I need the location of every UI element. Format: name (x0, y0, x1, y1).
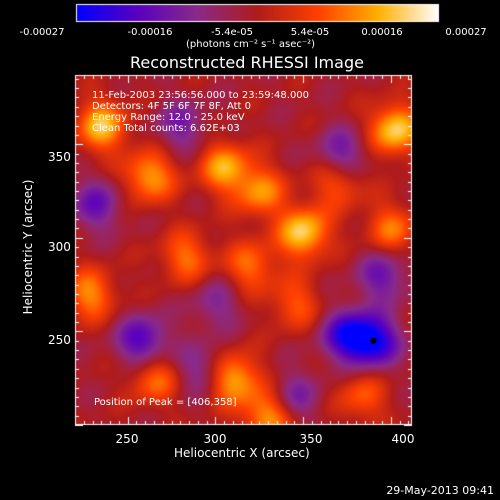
footer-date: 29-May-2013 09:41 (386, 484, 494, 497)
x-tick-label: 400 (391, 432, 415, 446)
detectors-annotation: Detectors: 4F 5F 6F 7F 8F, Att 0 (92, 101, 252, 112)
chart-title: Reconstructed RHESSI Image (130, 53, 364, 72)
y-tick-label: 300 (48, 240, 71, 254)
colorbar-tick-label: 0.00016 (361, 27, 403, 38)
colorbar-unit-label: (photons cm⁻² s⁻¹ asec⁻²) (186, 39, 316, 50)
y-tick-label: 350 (48, 150, 71, 164)
clean-counts-annotation: Clean Total counts: 6.62E+03 (92, 123, 240, 134)
y-tick-label: 250 (48, 333, 71, 347)
peak-position-annotation: Position of Peak = [406,358] (94, 397, 237, 408)
colorbar-tick-label: 0.00027 (445, 27, 487, 38)
x-tick-label: 300 (203, 432, 227, 446)
energy-range-annotation: Energy Range: 12.0 - 25.0 keV (92, 112, 245, 123)
colorbar-tick-label: -0.00016 (127, 27, 173, 38)
y-axis-title: Heliocentric Y (arcsec) (21, 179, 35, 315)
colorbar-tick-label: -0.00027 (19, 27, 65, 38)
colorbar-tick-label: -5.4e-05 (211, 27, 253, 38)
x-tick-label: 250 (115, 432, 139, 446)
x-axis-title: Heliocentric X (arcsec) (174, 446, 310, 460)
x-tick-label: 350 (299, 432, 323, 446)
time-range-annotation: 11-Feb-2003 23:56:56.000 to 23:59:48.000 (92, 90, 310, 101)
colorbar-tick-label: 5.4e-05 (290, 27, 330, 38)
